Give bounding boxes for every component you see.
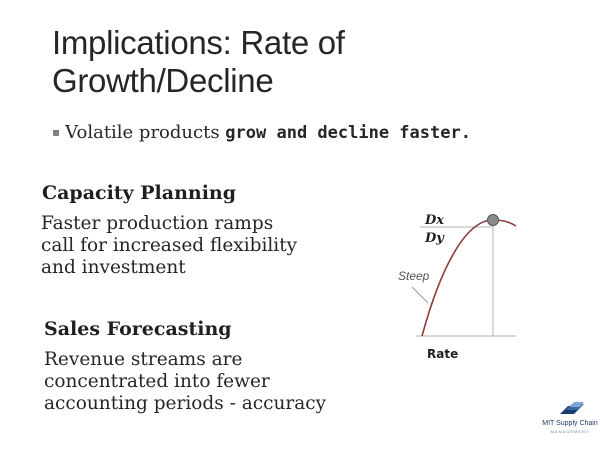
rate-curve-svg: Dx Dy Steep Rate bbox=[398, 213, 517, 361]
sales-forecasting-text: Revenue streams are concentrated into fe… bbox=[44, 349, 327, 414]
rate-label: Rate bbox=[427, 347, 458, 361]
slide-title: Implications: Rate of Growth/Decline bbox=[52, 24, 572, 100]
steep-pointer bbox=[411, 286, 429, 304]
dx-label: Dx bbox=[424, 213, 444, 228]
bullet-marker-icon: ▪ bbox=[52, 125, 61, 139]
logo-text: MIT Supply Chain bbox=[542, 420, 598, 427]
rate-curve-diagram: Dx Dy Steep Rate bbox=[380, 200, 540, 370]
bullet-bold-text: grow and decline faster. bbox=[225, 123, 471, 143]
title-line-1: Implications: Rate of bbox=[52, 24, 345, 61]
mit-supply-chain-logo: MIT Supply Chain MANAGEMENT bbox=[540, 398, 600, 443]
logo-mark-icon bbox=[560, 402, 584, 414]
bullet-point: ▪ Volatile products grow and decline fast… bbox=[52, 121, 582, 144]
bullet-text: Volatile products bbox=[65, 122, 226, 143]
steep-label: Steep bbox=[398, 269, 430, 283]
dy-label: Dy bbox=[424, 231, 445, 246]
logo-subtext: MANAGEMENT bbox=[550, 429, 590, 434]
capacity-planning-heading: Capacity Planning bbox=[42, 182, 237, 204]
sales-forecasting-heading: Sales Forecasting bbox=[44, 318, 232, 340]
capacity-planning-text: Faster production ramps call for increas… bbox=[41, 213, 298, 278]
title-line-2: Growth/Decline bbox=[52, 62, 274, 99]
peak-point bbox=[487, 214, 499, 226]
rate-curve bbox=[421, 219, 517, 337]
